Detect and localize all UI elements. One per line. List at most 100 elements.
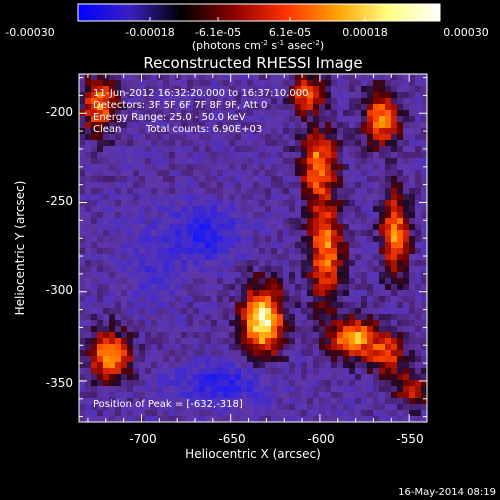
heatmap-cell — [85, 350, 92, 357]
heatmap-cell — [133, 152, 140, 159]
heatmap-cell — [409, 332, 416, 339]
heatmap-cell — [301, 110, 308, 117]
heatmap-cell — [409, 158, 416, 165]
heatmap-cell — [325, 80, 332, 87]
heatmap-cell — [343, 224, 350, 231]
heatmap-cell — [97, 74, 104, 81]
heatmap-cell — [409, 110, 416, 117]
heatmap-cell — [421, 308, 427, 315]
heatmap-cell — [121, 152, 128, 159]
heatmap-cell — [379, 230, 386, 237]
heatmap-cell — [121, 296, 128, 303]
heatmap-cell — [199, 104, 206, 111]
heatmap-cell — [361, 404, 368, 411]
heatmap-cell — [367, 110, 374, 117]
heatmap-cell — [283, 260, 290, 267]
heatmap-cell — [277, 158, 284, 165]
heatmap-cell — [385, 86, 392, 93]
heatmap-cell — [133, 254, 140, 261]
heatmap-cell — [403, 200, 410, 207]
heatmap-cell — [145, 122, 152, 129]
heatmap-cell — [253, 188, 260, 195]
heatmap-cell — [109, 104, 116, 111]
heatmap-cell — [169, 302, 176, 309]
heatmap-cell — [235, 302, 242, 309]
heatmap-cell — [115, 314, 122, 321]
heatmap-cell — [343, 284, 350, 291]
heatmap-cell — [103, 182, 110, 189]
heatmap-cell — [217, 74, 224, 81]
heatmap-cell — [193, 338, 200, 345]
heatmap-cell — [289, 146, 296, 153]
heatmap-cell — [211, 116, 218, 123]
heatmap-cell — [259, 410, 266, 417]
heatmap-cell — [265, 194, 272, 201]
heatmap-cell — [175, 230, 182, 237]
heatmap-cell — [175, 152, 182, 159]
heatmap-cell — [229, 398, 236, 405]
heatmap-cell — [331, 266, 338, 273]
heatmap-cell — [421, 398, 427, 405]
heatmap-cell — [367, 200, 374, 207]
heatmap-cell — [187, 272, 194, 279]
heatmap-cell — [379, 284, 386, 291]
heatmap-cell — [151, 74, 158, 81]
heatmap-cell — [253, 296, 260, 303]
heatmap-cell — [415, 344, 422, 351]
heatmap-cell — [331, 338, 338, 345]
heatmap-cell — [127, 332, 134, 339]
heatmap-cell — [133, 380, 140, 387]
heatmap-cell — [379, 80, 386, 87]
heatmap-cell — [169, 164, 176, 171]
heatmap-cell — [181, 140, 188, 147]
heatmap-cell — [385, 134, 392, 141]
heatmap-cell — [121, 278, 128, 285]
heatmap-cell — [331, 182, 338, 189]
heatmap-cell — [259, 416, 266, 422]
heatmap-cell — [397, 272, 404, 279]
heatmap-cell — [295, 140, 302, 147]
heatmap-cell — [151, 380, 158, 387]
heatmap-cell — [343, 296, 350, 303]
heatmap-cell — [133, 368, 140, 375]
heatmap-cell — [175, 158, 182, 165]
heatmap-cell — [379, 152, 386, 159]
heatmap-cell — [289, 290, 296, 297]
heatmap-cell — [253, 242, 260, 249]
heatmap-cell — [331, 308, 338, 315]
heatmap-cell — [241, 170, 248, 177]
heatmap-cell — [235, 332, 242, 339]
heatmap-cell — [235, 392, 242, 399]
heatmap-cell — [211, 206, 218, 213]
heatmap-cell — [181, 146, 188, 153]
heatmap-cell — [151, 272, 158, 279]
colorbar-tick-label: 0.00030 — [443, 26, 489, 39]
heatmap-cell — [307, 248, 314, 255]
heatmap-cell — [289, 224, 296, 231]
heatmap-cell — [337, 224, 344, 231]
heatmap-cell — [283, 350, 290, 357]
heatmap-cell — [379, 362, 386, 369]
heatmap-cell — [79, 194, 86, 201]
heatmap-cell — [85, 356, 92, 363]
heatmap-cell — [223, 110, 230, 117]
heatmap-cell — [205, 410, 212, 417]
heatmap-cell — [205, 266, 212, 273]
heatmap-cell — [229, 356, 236, 363]
heatmap-cell — [109, 320, 116, 327]
heatmap-cell — [403, 356, 410, 363]
heatmap-cell — [259, 116, 266, 123]
heatmap-cell — [301, 350, 308, 357]
heatmap-cell — [157, 80, 164, 87]
heatmap-cell — [97, 278, 104, 285]
heatmap-cell — [277, 398, 284, 405]
heatmap-cell — [337, 374, 344, 381]
heatmap-cell — [283, 230, 290, 237]
heatmap-cell — [145, 290, 152, 297]
heatmap-cell — [169, 188, 176, 195]
heatmap-cell — [349, 104, 356, 111]
heatmap-cell — [181, 134, 188, 141]
heatmap-cell — [217, 404, 224, 411]
heatmap-cell — [163, 92, 170, 99]
heatmap-cell — [151, 284, 158, 291]
